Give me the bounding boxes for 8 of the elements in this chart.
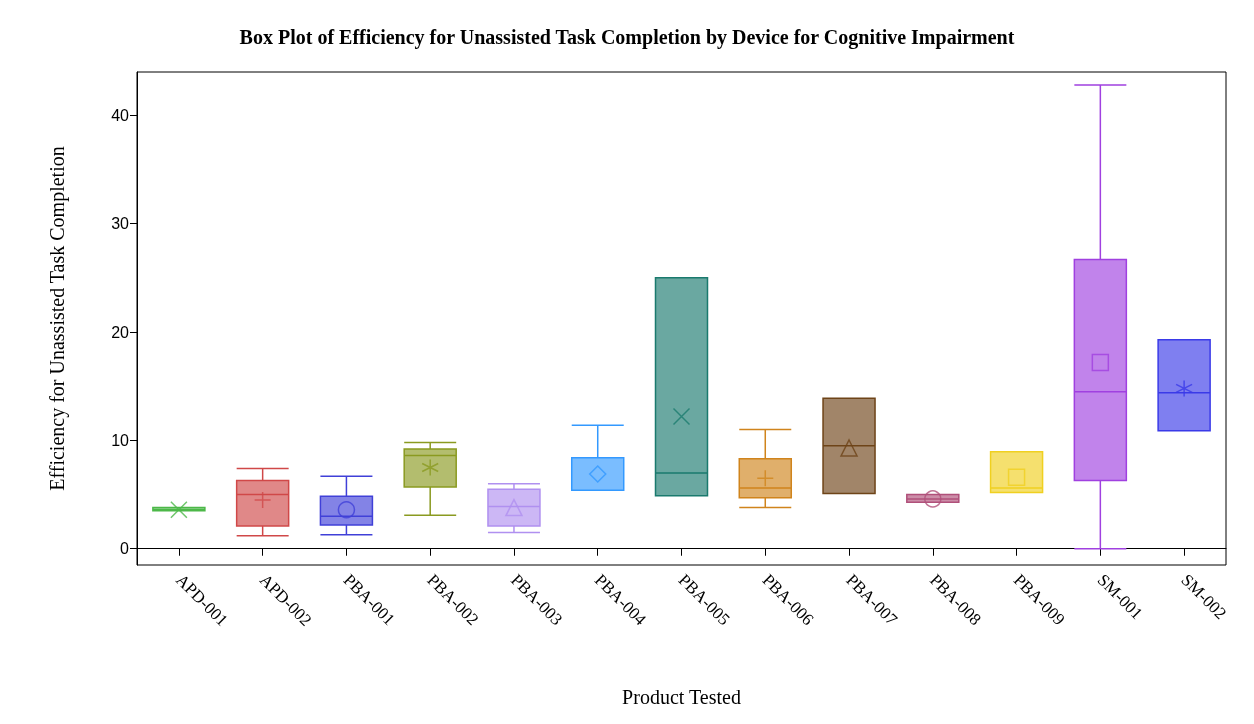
- y-axis-title: Efficiency for Unassisted Task Completion: [46, 146, 69, 491]
- y-tick-label: 0: [120, 540, 130, 558]
- y-tick-label: 10: [111, 431, 130, 449]
- y-tick-label: 30: [111, 215, 130, 233]
- y-tick-label: 20: [111, 323, 130, 341]
- y-tick-label: 40: [111, 106, 130, 124]
- x-axis-title: Product Tested: [622, 686, 741, 708]
- chart-title: Box Plot of Efficiency for Unassisted Task Completion by Device for Cognitive Impairment: [239, 26, 1015, 49]
